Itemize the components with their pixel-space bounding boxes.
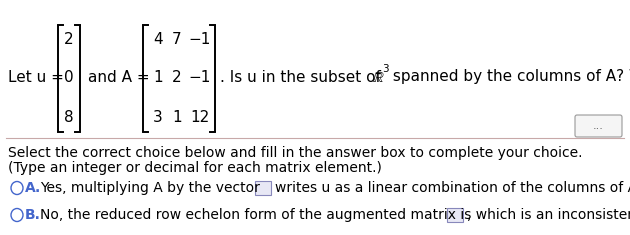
Text: 7: 7 (172, 32, 182, 47)
Text: 12: 12 (190, 110, 210, 125)
Text: 1: 1 (172, 110, 182, 125)
Text: ...: ... (593, 121, 604, 131)
Text: 0: 0 (64, 70, 74, 85)
Text: and A =: and A = (88, 70, 150, 85)
Text: 1: 1 (153, 70, 163, 85)
Text: No, the reduced row echelon form of the augmented matrix is: No, the reduced row echelon form of the … (40, 208, 471, 222)
Text: 3: 3 (382, 64, 389, 74)
Text: Let u =: Let u = (8, 70, 64, 85)
Text: . Is u in the subset of: . Is u in the subset of (220, 70, 386, 85)
Text: A.: A. (25, 181, 41, 195)
Text: −1: −1 (189, 32, 211, 47)
Text: B.: B. (25, 208, 41, 222)
Text: $\mathbb{R}$: $\mathbb{R}$ (372, 70, 384, 85)
FancyBboxPatch shape (447, 208, 463, 222)
Text: 8: 8 (64, 110, 74, 125)
FancyBboxPatch shape (575, 115, 622, 137)
Text: Yes, multiplying A by the vector: Yes, multiplying A by the vector (40, 181, 260, 195)
Text: 3: 3 (153, 110, 163, 125)
Text: 4: 4 (153, 32, 163, 47)
Text: , which is an inconsistent system.: , which is an inconsistent system. (467, 208, 630, 222)
Text: (Type an integer or decimal for each matrix element.): (Type an integer or decimal for each mat… (8, 161, 382, 175)
FancyBboxPatch shape (255, 181, 271, 195)
Text: 2: 2 (64, 32, 74, 47)
Text: writes u as a linear combination of the columns of A.: writes u as a linear combination of the … (275, 181, 630, 195)
Text: Select the correct choice below and fill in the answer box to complete your choi: Select the correct choice below and fill… (8, 146, 583, 160)
Text: spanned by the columns of A? Why or why not?: spanned by the columns of A? Why or why … (388, 70, 630, 85)
Text: −1: −1 (189, 70, 211, 85)
Text: 2: 2 (172, 70, 182, 85)
